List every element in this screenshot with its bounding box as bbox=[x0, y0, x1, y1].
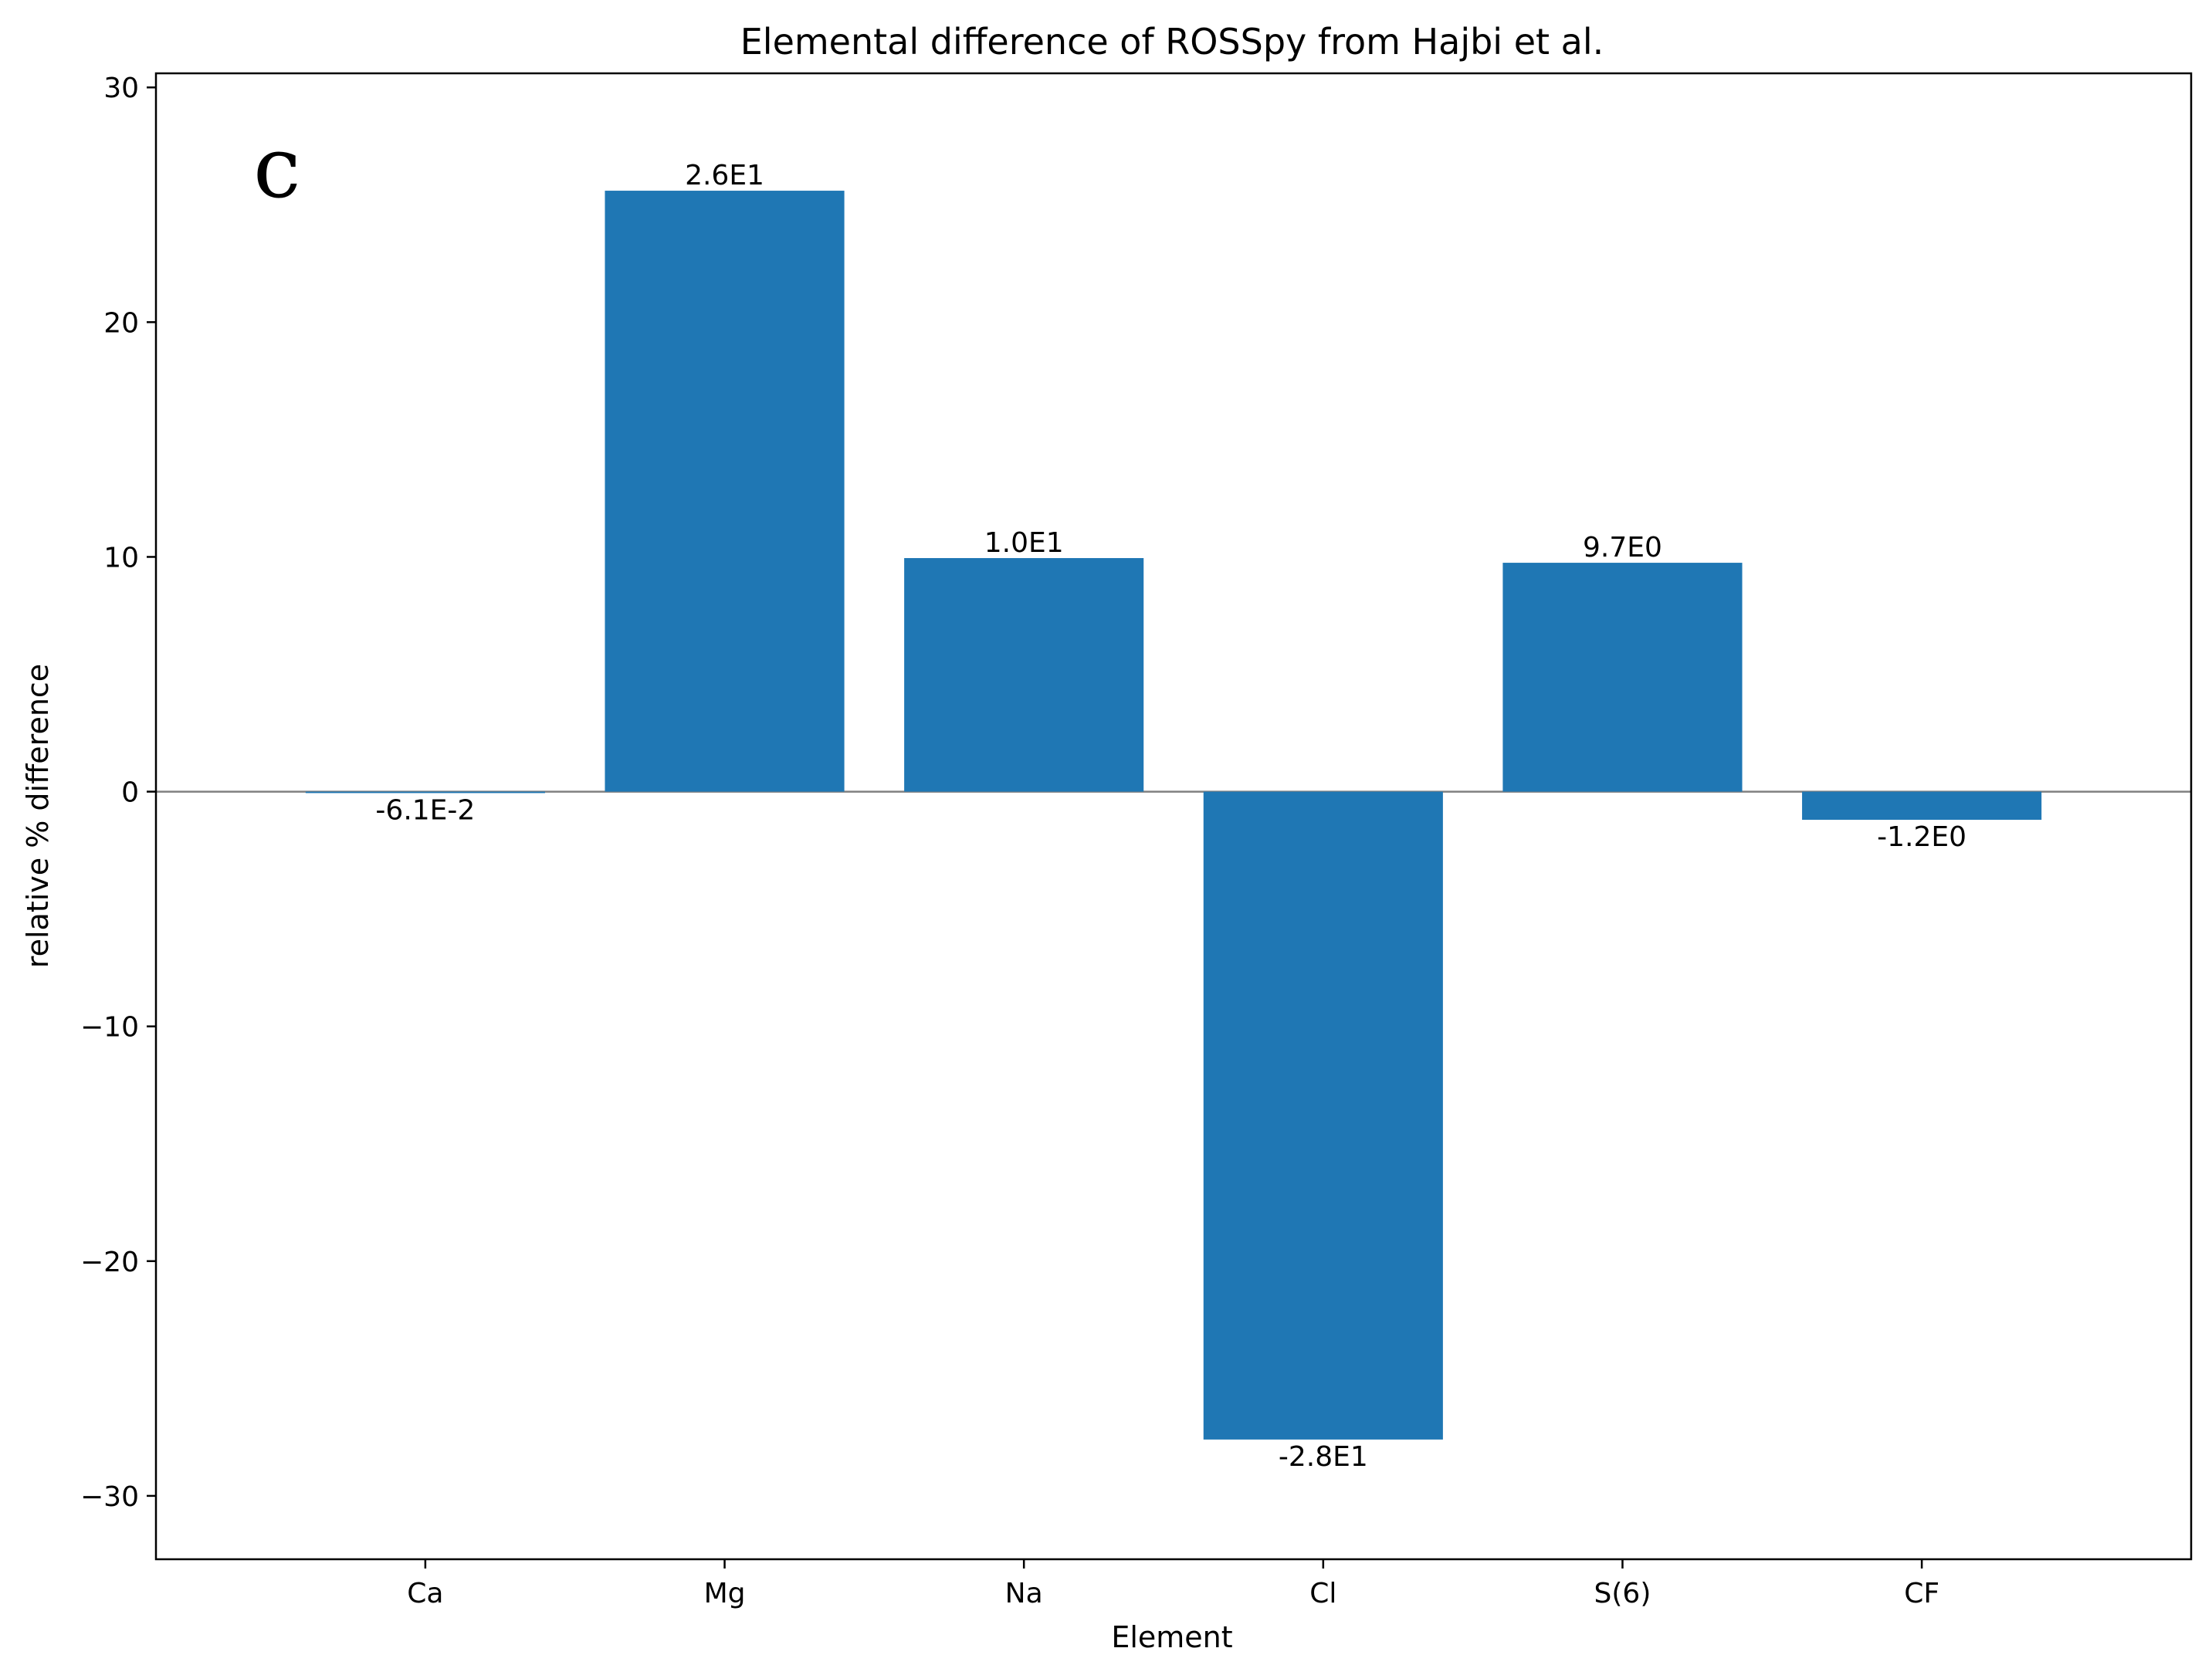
panel-label: c bbox=[253, 118, 301, 217]
x-tick-label: Ca bbox=[407, 1578, 443, 1609]
y-tick-label: 0 bbox=[121, 777, 139, 809]
chart-title: Elemental difference of ROSSpy from Hajb… bbox=[740, 21, 1604, 63]
bar-na bbox=[904, 557, 1144, 792]
x-tick-label: Cl bbox=[1309, 1578, 1336, 1609]
bars-layer bbox=[305, 191, 2042, 1440]
bar-mg bbox=[605, 191, 845, 792]
bar-value-label: 1.0E1 bbox=[984, 527, 1064, 559]
y-tick-label: −30 bbox=[80, 1481, 139, 1513]
bar-value-label: -6.1E-2 bbox=[375, 794, 475, 826]
bar-value-label: 2.6E1 bbox=[685, 160, 764, 191]
y-tick-label: −10 bbox=[80, 1012, 139, 1044]
x-tick-label: CF bbox=[1904, 1578, 1939, 1609]
bar-cl bbox=[1203, 791, 1443, 1440]
bar-ca bbox=[305, 791, 545, 794]
bar-cf bbox=[1802, 791, 2042, 821]
y-axis: 30 20 10 0 −10 −20 −30 bbox=[80, 73, 156, 1513]
y-tick-label: 10 bbox=[103, 542, 139, 574]
bar-s6 bbox=[1502, 563, 1743, 792]
x-tick-label: Mg bbox=[704, 1578, 746, 1609]
y-tick-label: 30 bbox=[103, 73, 139, 104]
y-tick-label: −20 bbox=[80, 1247, 139, 1278]
plot-area: -6.1E-2 2.6E1 1.0E1 -2.8E1 9.7E0 -1.2E0 c bbox=[154, 72, 2193, 1561]
x-tick-label: S(6) bbox=[1594, 1578, 1651, 1609]
axes-frame bbox=[154, 72, 2193, 1561]
x-tick-label: Na bbox=[1005, 1578, 1043, 1609]
bar-labels-layer: -6.1E-2 2.6E1 1.0E1 -2.8E1 9.7E0 -1.2E0 bbox=[375, 160, 1966, 1473]
bar-value-label: -1.2E0 bbox=[1877, 821, 1966, 853]
x-axis: Ca Mg Na Cl S(6) CF bbox=[407, 1559, 1939, 1609]
x-axis-label: Element bbox=[1111, 1620, 1232, 1654]
y-axis-label: relative % difference bbox=[21, 664, 55, 968]
bar-value-label: 9.7E0 bbox=[1583, 532, 1662, 563]
y-tick-label: 20 bbox=[103, 307, 139, 339]
bar-value-label: -2.8E1 bbox=[1279, 1441, 1368, 1473]
